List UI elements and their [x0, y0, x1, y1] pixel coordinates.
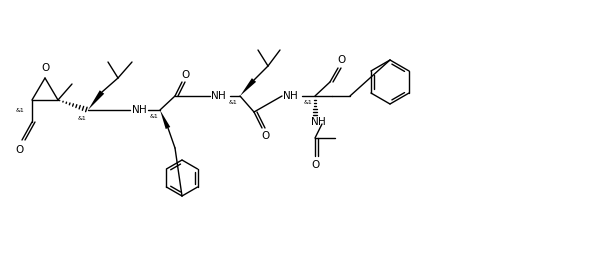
Polygon shape [88, 90, 104, 110]
Text: O: O [41, 63, 49, 73]
Text: &1: &1 [78, 115, 86, 121]
Text: O: O [182, 70, 190, 80]
Text: N: N [211, 91, 219, 101]
Text: H: H [318, 117, 326, 127]
Text: &1: &1 [304, 101, 312, 105]
Text: O: O [311, 160, 319, 170]
Polygon shape [240, 78, 256, 96]
Text: N: N [311, 117, 319, 127]
Text: &1: &1 [229, 101, 237, 105]
Text: O: O [16, 145, 24, 155]
Text: N: N [283, 91, 291, 101]
Text: N: N [132, 105, 140, 115]
Text: &1: &1 [16, 108, 24, 112]
Text: H: H [139, 105, 147, 115]
Text: H: H [290, 91, 298, 101]
Text: O: O [338, 55, 346, 65]
Text: &1: &1 [150, 114, 158, 120]
Text: O: O [262, 131, 270, 141]
Polygon shape [160, 110, 170, 129]
Text: H: H [218, 91, 226, 101]
